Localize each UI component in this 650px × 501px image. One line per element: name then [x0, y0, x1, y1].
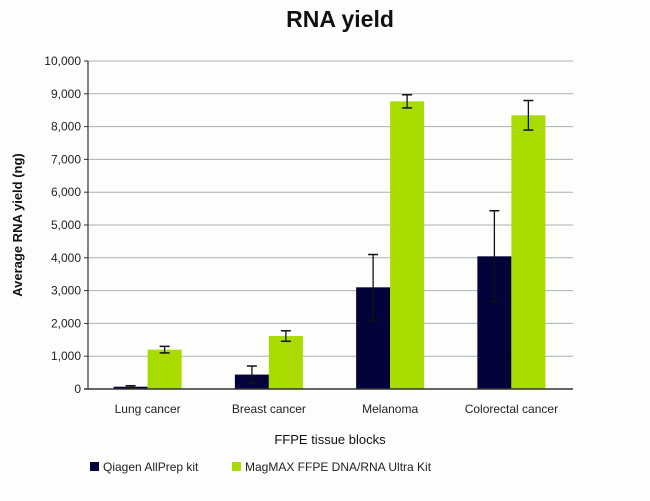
y-tick-label: 2,000 [51, 316, 81, 330]
x-tick-label: Melanoma [362, 402, 418, 416]
y-tick-label: 1,000 [51, 349, 81, 363]
legend-swatch [232, 462, 241, 471]
y-tick-label: 0 [74, 382, 81, 396]
x-axis-label: FFPE tissue blocks [274, 432, 386, 447]
chart-title: RNA yield [286, 6, 394, 32]
bar [268, 336, 303, 389]
x-tick-label: Breast cancer [232, 402, 306, 416]
legend-label: Qiagen AllPrep kit [103, 460, 199, 474]
y-tick-label: 10,000 [44, 54, 81, 68]
bar [390, 101, 425, 390]
y-tick-label: 5,000 [51, 218, 81, 232]
legend-label: MagMAX FFPE DNA/RNA Ultra Kit [245, 460, 432, 474]
y-tick-label: 9,000 [51, 87, 81, 101]
bar [511, 115, 546, 389]
y-tick-label: 3,000 [51, 284, 81, 298]
y-tick-label: 6,000 [51, 185, 81, 199]
y-tick-label: 7,000 [51, 152, 81, 166]
y-tick-label: 8,000 [51, 120, 81, 134]
legend-swatch [90, 462, 99, 471]
x-tick-label: Colorectal cancer [465, 402, 558, 416]
y-axis-label: Average RNA yield (ng) [10, 153, 25, 297]
bar [147, 349, 182, 389]
y-tick-label: 4,000 [51, 251, 81, 265]
x-tick-label: Lung cancer [115, 402, 181, 416]
